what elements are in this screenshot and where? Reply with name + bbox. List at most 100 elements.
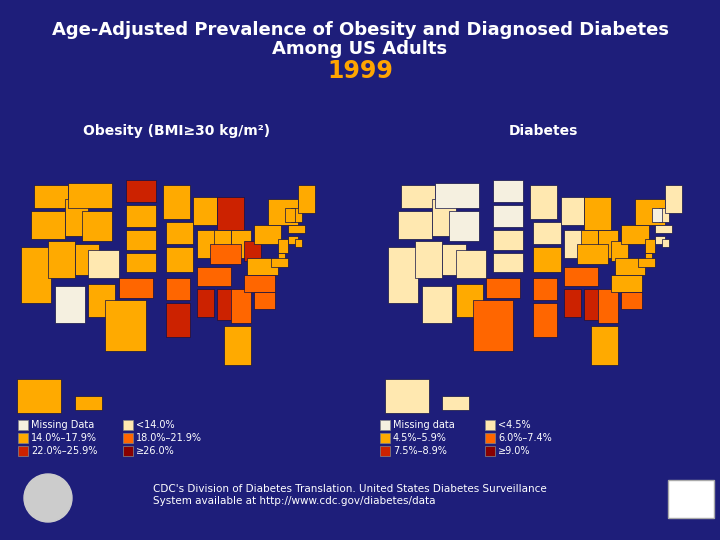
Bar xyxy=(123,433,133,443)
Bar xyxy=(193,197,217,225)
Bar xyxy=(493,253,523,272)
Text: <4.5%: <4.5% xyxy=(498,420,531,430)
Bar xyxy=(534,247,560,272)
Bar xyxy=(214,230,230,258)
Bar xyxy=(598,289,618,323)
Text: HHS: HHS xyxy=(37,494,59,503)
Bar xyxy=(163,185,190,219)
Bar xyxy=(659,208,669,222)
Bar xyxy=(295,239,302,247)
Bar xyxy=(230,289,251,323)
Bar xyxy=(248,258,278,275)
Bar xyxy=(125,205,156,227)
Bar xyxy=(635,199,665,225)
Bar xyxy=(384,379,428,413)
Title: Diabetes: Diabetes xyxy=(509,124,578,138)
Bar xyxy=(584,289,601,320)
Bar xyxy=(449,211,480,241)
Bar xyxy=(75,396,102,410)
Bar xyxy=(268,199,298,225)
Bar xyxy=(18,446,28,456)
Bar xyxy=(611,275,642,292)
Bar xyxy=(48,241,75,278)
Bar xyxy=(530,185,557,219)
Bar xyxy=(55,286,85,323)
Bar xyxy=(166,222,193,244)
Text: 22.0%–25.9%: 22.0%–25.9% xyxy=(31,446,97,456)
Bar xyxy=(534,278,557,300)
Bar xyxy=(89,284,115,318)
Bar xyxy=(123,420,133,430)
Bar xyxy=(662,239,669,247)
Bar xyxy=(380,433,390,443)
Bar xyxy=(81,211,112,241)
Bar xyxy=(89,250,119,278)
Bar xyxy=(166,247,193,272)
Bar xyxy=(485,420,495,430)
Bar xyxy=(292,208,302,222)
Bar xyxy=(278,239,288,253)
Bar xyxy=(398,211,432,239)
Bar xyxy=(217,289,234,320)
Text: CDC's Division of Diabetes Translation. United States Diabetes Surveillance
Syst: CDC's Division of Diabetes Translation. … xyxy=(153,484,547,506)
Text: 18.0%–21.9%: 18.0%–21.9% xyxy=(136,433,202,443)
Bar xyxy=(652,208,662,222)
Text: 14.0%–17.9%: 14.0%–17.9% xyxy=(31,433,97,443)
Bar xyxy=(456,284,482,318)
Bar xyxy=(655,225,672,233)
Bar xyxy=(611,241,628,261)
Bar xyxy=(388,247,418,303)
Bar xyxy=(254,292,274,309)
Bar xyxy=(639,258,655,267)
Text: CDC: CDC xyxy=(677,492,706,505)
Bar xyxy=(598,230,618,258)
Bar xyxy=(591,326,618,365)
Bar xyxy=(621,225,649,244)
Bar xyxy=(125,180,156,202)
Bar xyxy=(271,258,288,267)
Text: 6.0%–7.4%: 6.0%–7.4% xyxy=(498,433,552,443)
Bar xyxy=(493,205,523,227)
Bar xyxy=(621,292,642,309)
Bar xyxy=(380,446,390,456)
Text: Age-Adjusted Prevalence of Obesity and Diagnosed Diabetes: Age-Adjusted Prevalence of Obesity and D… xyxy=(52,21,668,39)
Bar xyxy=(244,241,261,261)
Bar xyxy=(560,197,584,225)
Bar xyxy=(432,199,456,236)
Bar xyxy=(288,236,298,244)
Bar xyxy=(17,379,61,413)
Bar xyxy=(655,236,665,244)
Bar xyxy=(35,185,68,208)
Text: 1999: 1999 xyxy=(327,59,393,83)
Bar xyxy=(75,244,99,275)
Bar xyxy=(123,446,133,456)
Text: <14.0%: <14.0% xyxy=(136,420,175,430)
Bar xyxy=(534,222,560,244)
Bar xyxy=(415,241,442,278)
Bar xyxy=(224,326,251,365)
Bar xyxy=(442,244,466,275)
Bar xyxy=(230,230,251,258)
Bar xyxy=(665,185,683,213)
Bar xyxy=(534,303,557,337)
Bar xyxy=(197,267,230,286)
Bar xyxy=(564,267,598,286)
Bar xyxy=(105,300,146,351)
Bar xyxy=(197,289,214,318)
Bar xyxy=(125,253,156,272)
Bar xyxy=(486,278,520,298)
Bar xyxy=(584,197,611,230)
Circle shape xyxy=(24,474,72,522)
Text: Among US Adults: Among US Adults xyxy=(272,40,448,58)
Bar xyxy=(645,239,655,253)
Bar xyxy=(244,275,274,292)
Bar xyxy=(472,300,513,351)
Bar xyxy=(217,197,244,230)
Text: 4.5%–5.9%: 4.5%–5.9% xyxy=(393,433,447,443)
Bar xyxy=(485,433,495,443)
Text: ≥26.0%: ≥26.0% xyxy=(136,446,175,456)
Bar xyxy=(210,244,240,264)
Bar xyxy=(278,253,284,261)
Bar xyxy=(615,258,645,275)
Bar xyxy=(18,433,28,443)
